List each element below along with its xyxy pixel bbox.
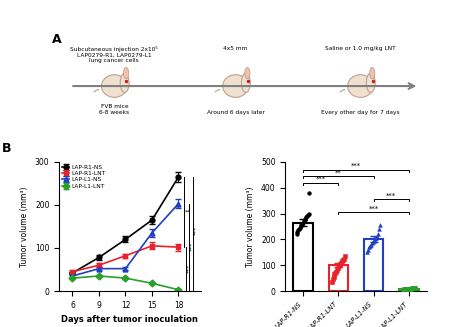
Point <box>399 287 406 292</box>
Circle shape <box>245 67 250 79</box>
Point <box>335 264 343 269</box>
Point <box>404 286 412 292</box>
Circle shape <box>124 67 128 79</box>
Point <box>331 270 339 276</box>
Point <box>372 235 380 241</box>
Text: ***: *** <box>386 193 396 198</box>
Text: **: ** <box>335 169 342 175</box>
Point <box>337 260 345 265</box>
Point <box>403 286 410 292</box>
Text: ***: *** <box>351 163 361 169</box>
X-axis label: Days after tumor inoculation: Days after tumor inoculation <box>62 315 198 324</box>
Circle shape <box>370 67 375 79</box>
Point <box>401 286 409 292</box>
Point <box>369 239 377 245</box>
Text: ***: *** <box>187 264 192 273</box>
Bar <box>328 265 348 291</box>
Text: Around 6 days later: Around 6 days later <box>207 110 264 115</box>
Point <box>302 215 310 220</box>
Point <box>333 268 341 273</box>
Point <box>331 272 338 277</box>
Point <box>301 217 309 223</box>
Ellipse shape <box>101 75 127 97</box>
Point <box>407 286 415 291</box>
Circle shape <box>241 73 250 93</box>
Point <box>410 286 417 291</box>
Point <box>341 253 348 259</box>
Ellipse shape <box>223 75 248 97</box>
Text: Saline or 1.0 mg/kg LNT: Saline or 1.0 mg/kg LNT <box>325 46 396 51</box>
Point <box>337 261 344 267</box>
Point <box>296 225 303 231</box>
Point <box>299 220 307 225</box>
Legend: LAP-R1-NS, LAP-R1-LNT, LAP-L1-NS, LAP-L1-LNT: LAP-R1-NS, LAP-R1-LNT, LAP-L1-NS, LAP-L1… <box>62 165 105 189</box>
Point <box>375 226 383 232</box>
Point <box>402 286 410 292</box>
Point <box>338 259 346 264</box>
Point <box>376 223 384 228</box>
Point <box>365 245 373 250</box>
Point <box>408 286 416 291</box>
Point <box>340 256 347 261</box>
Point <box>305 211 312 216</box>
Point <box>374 232 382 237</box>
Point <box>411 285 419 291</box>
Text: Every other day for 7 days: Every other day for 7 days <box>321 110 400 115</box>
Point <box>366 243 374 249</box>
Text: ***: *** <box>193 226 199 235</box>
Point <box>371 237 379 242</box>
Point <box>370 238 378 243</box>
Point <box>373 234 381 239</box>
Y-axis label: Tumor volume (mm³): Tumor volume (mm³) <box>20 186 29 267</box>
Point <box>294 228 302 233</box>
Text: **: ** <box>185 210 191 215</box>
Point <box>293 229 301 234</box>
Point <box>406 286 414 291</box>
Bar <box>293 223 313 291</box>
Point <box>293 232 301 237</box>
Point <box>300 219 308 224</box>
Point <box>339 257 347 263</box>
Point <box>328 279 336 284</box>
Text: FVB mice
6-8 weeks: FVB mice 6-8 weeks <box>99 104 129 115</box>
Point <box>334 265 342 270</box>
Text: 4x5 mm: 4x5 mm <box>223 46 248 51</box>
Point <box>405 286 413 292</box>
Ellipse shape <box>347 75 374 97</box>
Point <box>301 216 309 221</box>
Point <box>400 287 408 292</box>
Point <box>410 286 418 291</box>
Text: ***: *** <box>189 242 194 251</box>
Point <box>299 221 306 227</box>
Text: B: B <box>2 142 12 155</box>
Circle shape <box>366 73 375 93</box>
Point <box>332 269 340 274</box>
Point <box>365 247 372 252</box>
Point <box>298 223 305 228</box>
Bar <box>399 289 419 291</box>
Point <box>304 212 311 217</box>
Y-axis label: Tumor volume (mm³): Tumor volume (mm³) <box>246 186 255 267</box>
Point <box>368 241 376 246</box>
Point <box>306 190 313 196</box>
Bar <box>364 239 383 291</box>
Text: ***: *** <box>369 205 379 212</box>
Text: A: A <box>52 33 62 46</box>
Point <box>295 226 303 232</box>
Point <box>329 277 337 282</box>
Circle shape <box>120 73 129 93</box>
Point <box>367 242 375 247</box>
Point <box>297 224 304 229</box>
Point <box>330 274 337 280</box>
Text: ***: *** <box>316 176 326 182</box>
Point <box>364 250 371 255</box>
Point <box>336 263 343 268</box>
Point <box>303 214 311 219</box>
Text: Subcutaneous injection 2x10⁵
LAP0279-R1, LAP0279-L1
lung cancer cells: Subcutaneous injection 2x10⁵ LAP0279-R1,… <box>71 46 158 63</box>
